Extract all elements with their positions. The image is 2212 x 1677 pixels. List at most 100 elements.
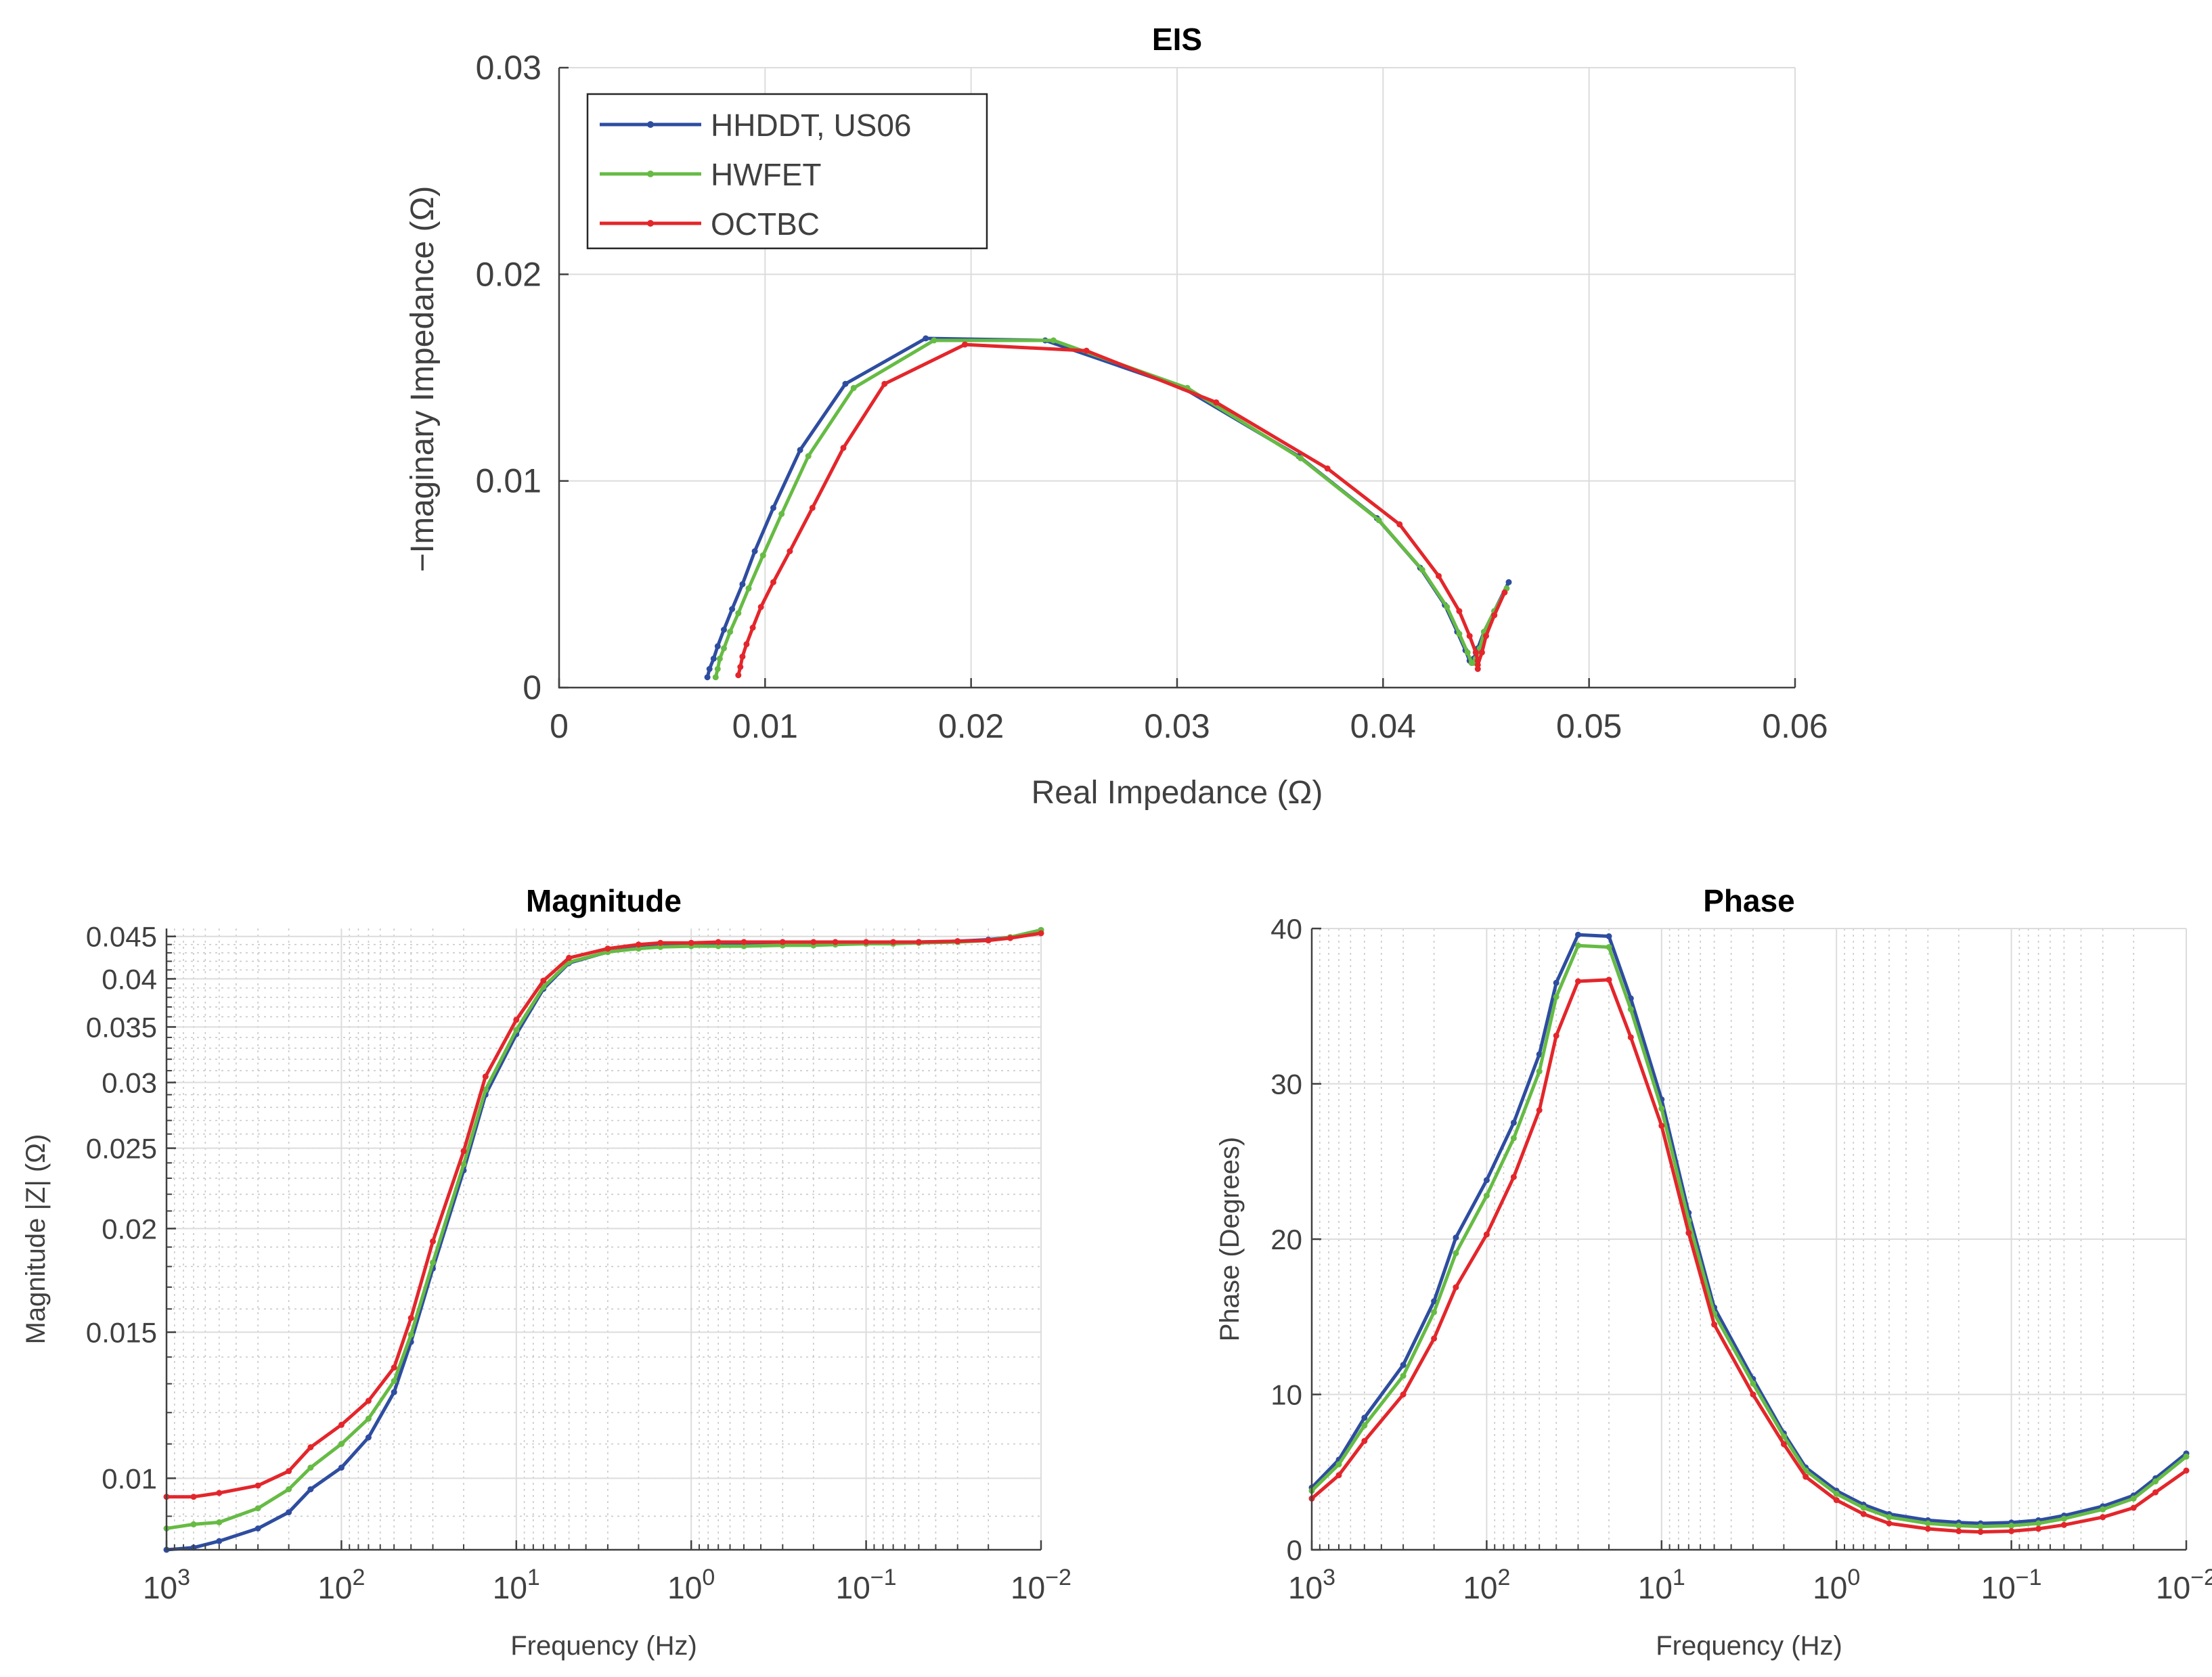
phase-point-octbc	[1955, 1528, 1962, 1534]
eis-point-hwfet	[716, 655, 723, 662]
phase-point-octbc	[2035, 1525, 2042, 1532]
magnitude-point-octbc	[365, 1398, 372, 1404]
phase-point-octbc	[1400, 1391, 1407, 1398]
magnitude-title: Magnitude	[526, 883, 682, 918]
phase-point-hwfet	[2008, 1522, 2015, 1529]
phase-point-hhddt-us06	[1553, 979, 1560, 986]
phase-point-hwfet	[1553, 993, 1560, 1000]
eis-point-hwfet	[850, 384, 857, 391]
magnitude-point-hwfet	[391, 1378, 397, 1385]
phase-series	[1308, 931, 2190, 1536]
phase-point-octbc	[1833, 1497, 1840, 1504]
legend-marker-octbc	[647, 220, 654, 227]
magnitude-ytick-label: 0.04	[102, 963, 157, 995]
eis-chart: 0 0.01 0.02 0.03 0.04 0.05 0.06 0 0.01 0.02 0.03 E…	[405, 22, 1828, 811]
eis-point-hwfet	[727, 629, 734, 635]
eis-point-hwfet	[735, 610, 742, 617]
magnitude-point-hhddt-us06	[391, 1389, 397, 1395]
phase-point-hhddt-us06	[1453, 1234, 1459, 1241]
phase-point-hhddt-us06	[1510, 1119, 1517, 1126]
phase-ylabel: Phase (Degrees)	[1215, 1137, 1245, 1341]
phase-point-hhddt-us06	[1536, 1051, 1543, 1058]
magnitude-point-hhddt-us06	[307, 1486, 314, 1493]
phase-point-hwfet	[1750, 1380, 1756, 1387]
magnitude-ytick-label: 0.01	[102, 1462, 157, 1494]
phase-point-octbc	[2130, 1504, 2137, 1511]
legend-label-hhddt: HHDDT, US06	[711, 108, 912, 143]
magnitude-point-octbc	[915, 939, 922, 945]
eis-point-hwfet	[1464, 649, 1471, 656]
magnitude-xtick-label: 101	[493, 1565, 540, 1605]
phase-point-hwfet	[1361, 1422, 1368, 1429]
magnitude-ytick-label: 0.035	[86, 1011, 157, 1043]
phase-point-octbc	[1453, 1284, 1459, 1291]
eis-title: EIS	[1152, 22, 1202, 57]
eis-point-hhddt-us06	[706, 666, 713, 672]
magnitude-point-hhddt-us06	[255, 1525, 261, 1531]
magnitude-point-octbc	[657, 939, 664, 946]
eis-ytick-label: 0.02	[476, 255, 541, 293]
eis-point-octbc	[1324, 465, 1331, 472]
eis-point-hhddt-us06	[770, 504, 776, 511]
phase-point-hwfet	[1780, 1433, 1787, 1439]
eis-xtick-label: 0.02	[938, 707, 1004, 745]
phase-point-octbc	[1780, 1441, 1787, 1448]
eis-point-hwfet	[1444, 604, 1451, 610]
phase-point-hhddt-us06	[1400, 1362, 1407, 1368]
phase-line-hhddt-us06	[1310, 933, 2188, 1525]
eis-point-octbc	[770, 579, 776, 585]
eis-point-octbc	[840, 445, 847, 451]
eis-point-hwfet	[1375, 517, 1382, 524]
magnitude-point-octbc	[863, 939, 870, 945]
phase-point-hwfet	[1483, 1192, 1490, 1199]
phase-ytick-label: 40	[1270, 913, 1302, 945]
magnitude-xtick-label: 10−1	[836, 1565, 897, 1605]
magnitude-point-octbc	[1038, 930, 1044, 937]
magnitude-point-octbc	[513, 1016, 520, 1023]
eis-point-hhddt-us06	[704, 674, 711, 681]
eis-point-hwfet	[759, 552, 766, 559]
magnitude-point-octbc	[954, 938, 961, 945]
magnitude-point-hwfet	[513, 1027, 520, 1033]
eis-point-hhddt-us06	[751, 548, 758, 554]
phase-xtick-label: 101	[1638, 1565, 1685, 1605]
eis-point-hwfet	[745, 585, 752, 591]
eis-point-octbc	[1396, 521, 1403, 528]
magnitude-point-hhddt-us06	[338, 1464, 345, 1471]
magnitude-point-octbc	[307, 1444, 314, 1450]
eis-point-octbc	[1436, 573, 1442, 579]
eis-point-octbc	[787, 548, 793, 554]
magnitude-point-hwfet	[255, 1505, 261, 1512]
eis-point-hwfet	[714, 666, 721, 672]
magnitude-grid	[166, 929, 1042, 1550]
phase-xtick-label: 100	[1813, 1565, 1860, 1605]
eis-point-hwfet	[805, 453, 812, 460]
phase-point-octbc	[1924, 1525, 1931, 1532]
eis-xtick-label: 0.06	[1762, 707, 1828, 745]
phase-xlabel: Frequency (Hz)	[1656, 1631, 1842, 1661]
phase-point-octbc	[1431, 1335, 1438, 1342]
phase-point-hwfet	[1955, 1522, 1962, 1529]
eis-point-octbc	[1474, 661, 1481, 668]
legend-label-octbc: OCTBC	[711, 206, 820, 242]
magnitude-ytick-label: 0.025	[86, 1133, 157, 1165]
eis-ytick-label: 0	[523, 669, 541, 707]
magnitude-xtick-label: 102	[317, 1565, 365, 1605]
eis-xtick-label: 0.03	[1144, 707, 1210, 745]
magnitude-point-hwfet	[216, 1519, 223, 1525]
magnitude-xtick-label: 10−2	[1011, 1565, 1071, 1605]
magnitude-point-hwfet	[286, 1486, 292, 1493]
phase-point-octbc	[1335, 1472, 1342, 1479]
phase-point-octbc	[1510, 1173, 1517, 1180]
phase-point-octbc	[2060, 1521, 2067, 1528]
phase-point-hwfet	[1860, 1504, 1867, 1511]
eis-point-hhddt-us06	[721, 627, 727, 633]
phase-chart: 103 102 101 100 10−1 10−2 0 10 20 30 40 Phase Freq…	[1215, 883, 2212, 1661]
eis-ytick-label: 0.03	[476, 49, 541, 87]
eis-point-hhddt-us06	[842, 380, 849, 387]
eis-point-octbc	[1491, 612, 1498, 619]
phase-point-hwfet	[1431, 1309, 1438, 1316]
eis-point-octbc	[749, 625, 756, 631]
magnitude-ytick-label: 0.045	[86, 921, 157, 953]
